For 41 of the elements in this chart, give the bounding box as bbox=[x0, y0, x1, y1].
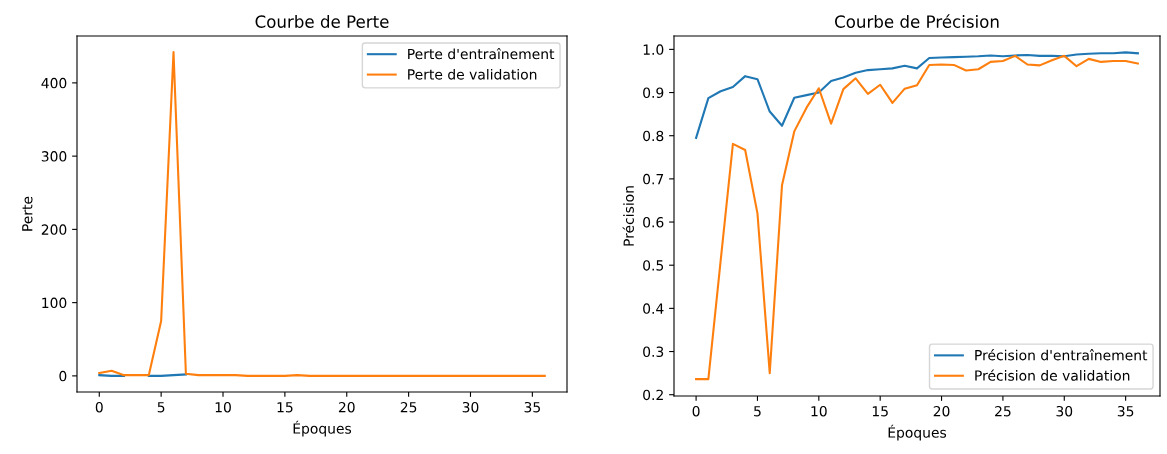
y-axis-title: Perte bbox=[22, 196, 33, 231]
y-tick-label: 300 bbox=[41, 151, 67, 162]
x-axis-title: Époques bbox=[293, 420, 352, 437]
x-tick-label: 15 bbox=[872, 406, 888, 417]
x-axis-title: Époques bbox=[888, 424, 947, 441]
x-tick-label: 10 bbox=[811, 405, 827, 417]
x-tick-label: 10 bbox=[215, 401, 231, 413]
x-tick-label: 20 bbox=[933, 405, 950, 417]
x-tick-label: 35 bbox=[524, 401, 540, 413]
x-tick-label: 25 bbox=[400, 401, 417, 413]
legend-label: Précision de validation bbox=[975, 369, 1130, 381]
x-tick-label: 0 bbox=[95, 401, 103, 413]
y-tick-label: 0.6 bbox=[643, 217, 664, 228]
x-tick-label: 5 bbox=[157, 402, 165, 413]
x-tick-label: 25 bbox=[995, 405, 1011, 417]
y-tick-label: 100 bbox=[42, 297, 67, 309]
x-tick-label: 30 bbox=[1056, 405, 1073, 417]
x-tick-label: 35 bbox=[1117, 405, 1134, 417]
y-tick-label: 400 bbox=[41, 77, 67, 89]
y-tick-label: 0.2 bbox=[643, 389, 663, 401]
x-tick-label: 5 bbox=[754, 406, 761, 417]
line-series bbox=[695, 51, 1139, 139]
legend-label: Perte d'entraînement bbox=[408, 47, 555, 60]
x-tick-label: 15 bbox=[277, 402, 293, 413]
x-tick-label: 20 bbox=[338, 401, 355, 413]
y-axis-title: Précision bbox=[622, 186, 634, 246]
y-tick-label: 0.5 bbox=[643, 260, 664, 271]
y-tick-label: 200 bbox=[41, 224, 67, 235]
y-tick-label: 0.8 bbox=[643, 130, 664, 142]
x-tick-label: 0 bbox=[692, 405, 700, 417]
y-tick-label: 1.0 bbox=[643, 44, 664, 55]
y-tick-label: 0 bbox=[59, 370, 67, 382]
chart-title: Courbe de Perte bbox=[255, 15, 389, 28]
legend-label: Perte de validation bbox=[408, 68, 537, 80]
chart-title: Courbe de Précision bbox=[835, 14, 999, 28]
y-tick-label: 0.4 bbox=[643, 303, 664, 314]
x-tick-label: 30 bbox=[462, 401, 479, 413]
y-tick-label: 0.7 bbox=[643, 173, 664, 185]
y-tick-label: 0.3 bbox=[643, 346, 664, 358]
legend-label: Précision d'entraînement bbox=[975, 349, 1148, 361]
y-tick-label: 0.9 bbox=[643, 87, 664, 99]
